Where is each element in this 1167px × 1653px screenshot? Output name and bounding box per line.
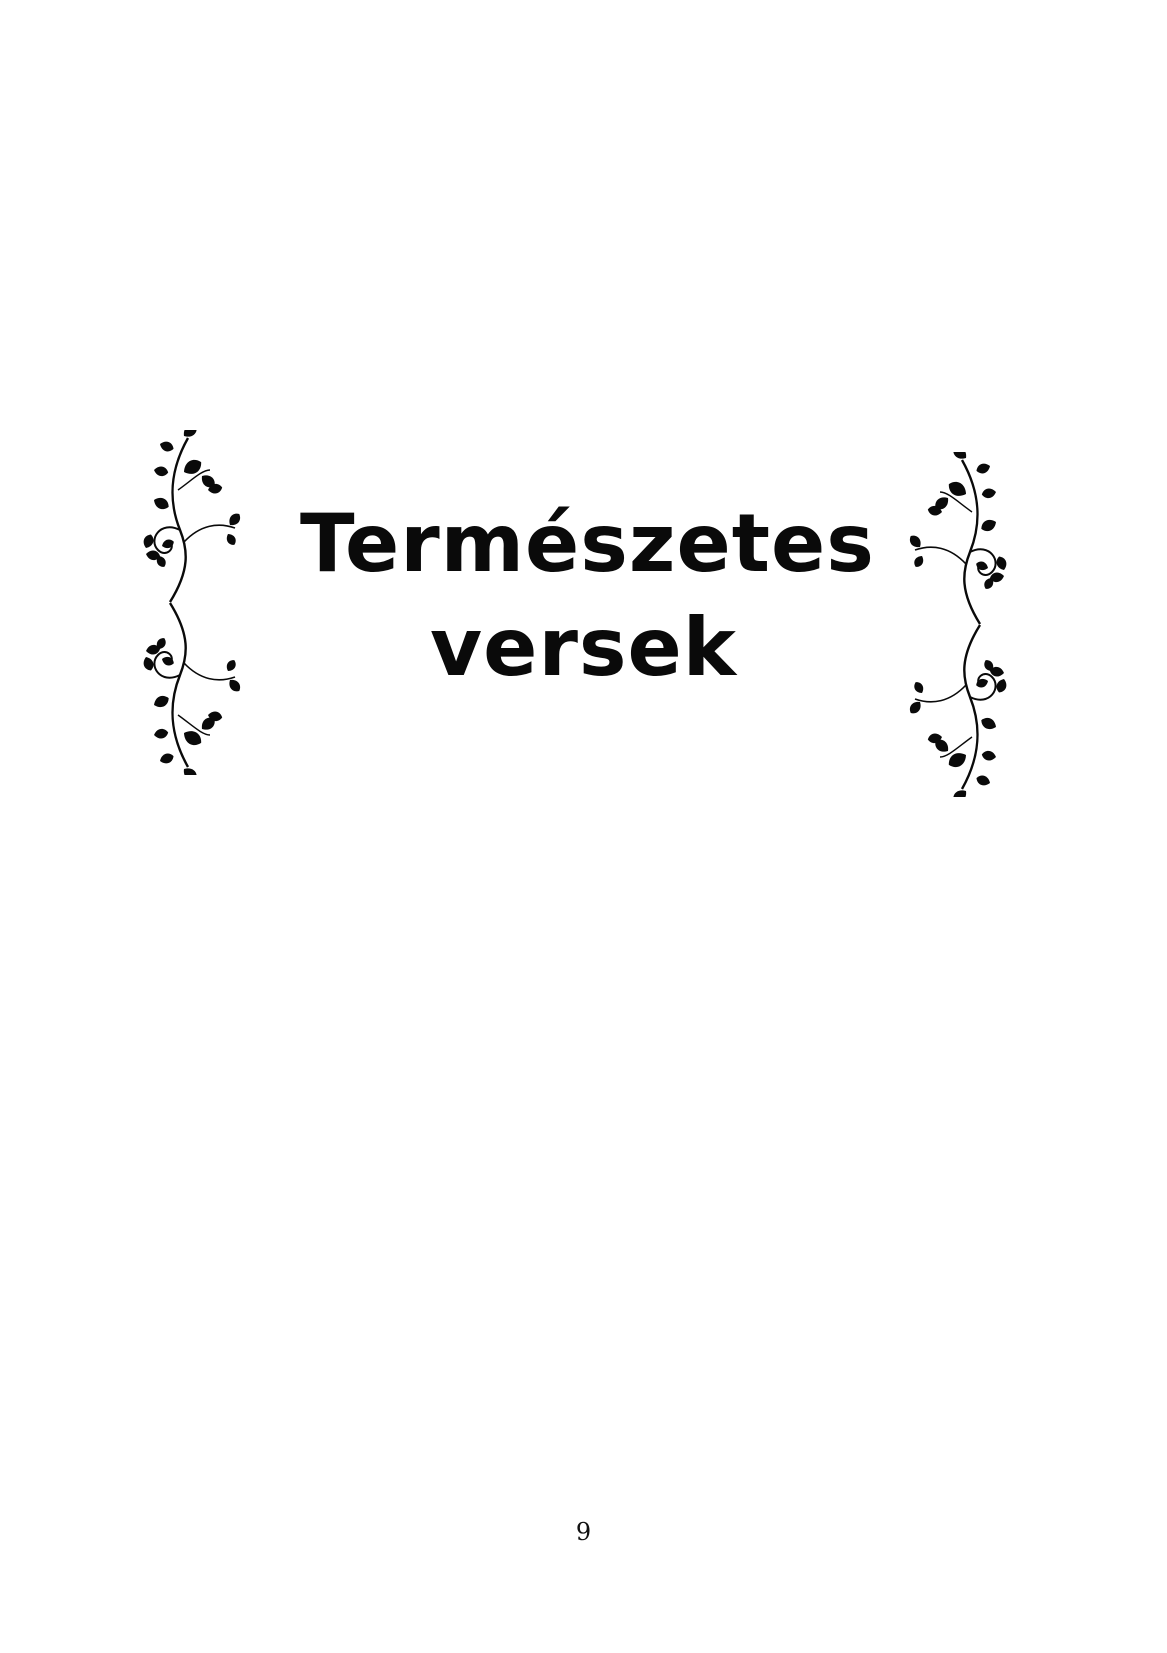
chapter-title: Természetes versek <box>300 492 875 700</box>
vine-ornament-icon <box>895 452 1010 797</box>
vine-ornament-icon <box>140 430 255 775</box>
page-number: 9 <box>575 1518 592 1546</box>
chapter-title-line-1: Természetes <box>300 497 875 590</box>
chapter-title-line-2: versek <box>430 601 737 694</box>
